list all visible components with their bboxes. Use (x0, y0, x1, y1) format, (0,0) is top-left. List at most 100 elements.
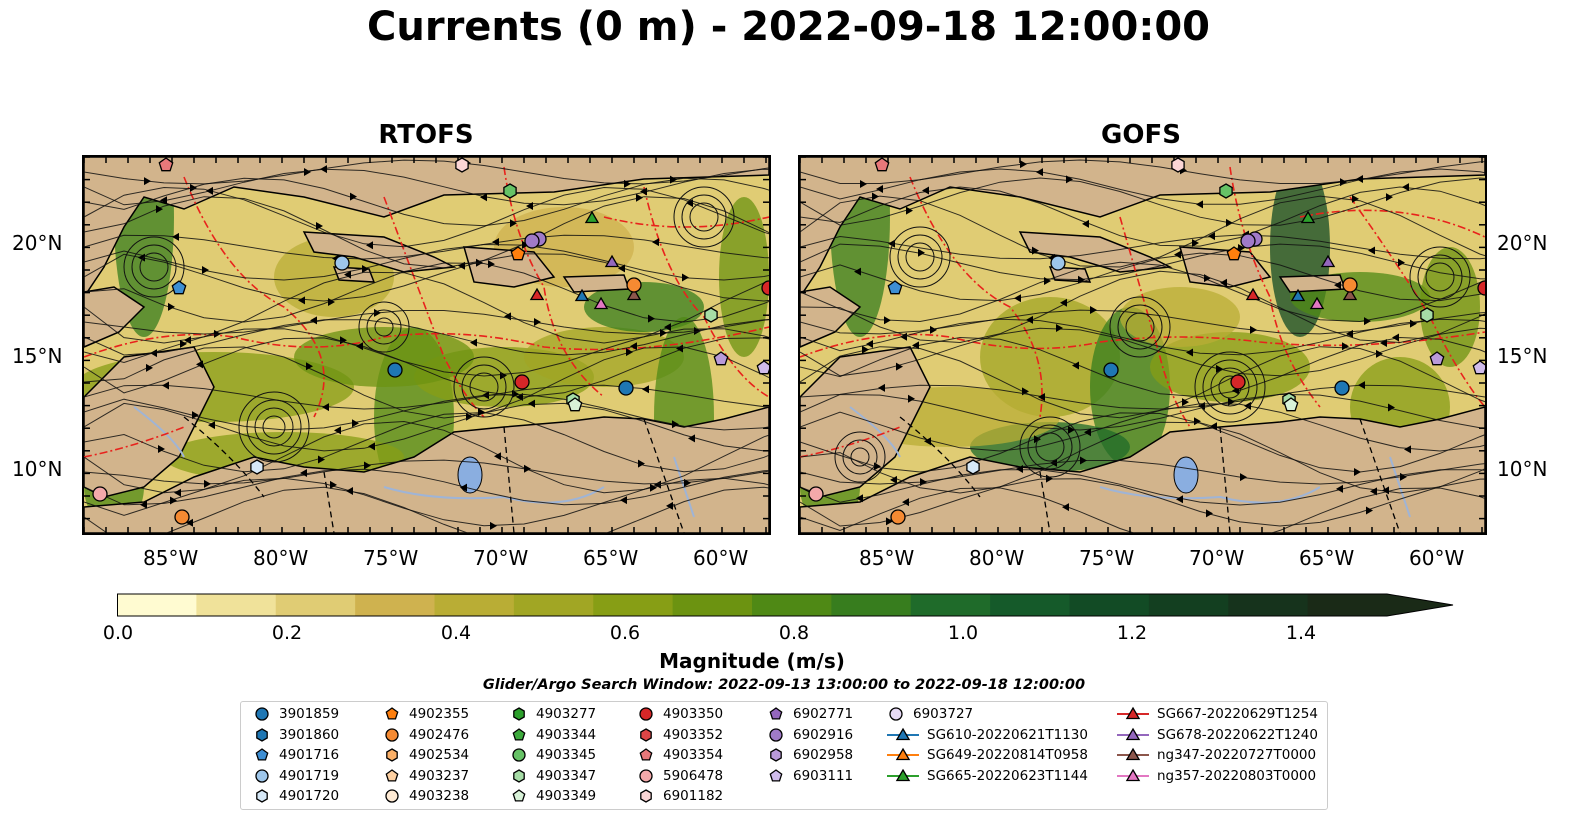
colorbar-tick-4: 0.8 (778, 622, 810, 644)
streamline (84, 346, 769, 419)
streamline-arrow (320, 165, 327, 174)
glider-marker-triangle (584, 210, 600, 224)
streamline-arrow (1072, 361, 1079, 370)
streamline-arrow (1240, 473, 1247, 482)
float-marker-pentagon (1472, 360, 1485, 375)
legend-label: SG667-20220629T1254 (1157, 706, 1318, 722)
streamline (800, 469, 1485, 506)
streamline-arrow (1216, 364, 1223, 373)
colorbar-tick-0: 0.0 (102, 622, 134, 644)
streamline-arrow (618, 264, 625, 273)
float-legend-symbol (386, 748, 398, 762)
eddy-streamline (673, 186, 735, 248)
streamline-arrow (1174, 250, 1181, 259)
streamline-arrow (630, 342, 637, 351)
streamline-arrow (636, 193, 643, 202)
figure-title: Currents (0 m) - 2022-09-18 12:00:00 (367, 4, 1210, 50)
eddy-streamline (889, 226, 951, 288)
legend-label: 4903349 (536, 788, 597, 804)
streamline-arrow (620, 496, 627, 505)
eddy-streamline (1202, 359, 1258, 415)
legend-label: 4903347 (536, 767, 597, 784)
colorbar-tick-5: 1.0 (947, 622, 979, 644)
streamline (84, 328, 769, 377)
streamline-arrow (516, 392, 523, 401)
float-marker-circle (1477, 280, 1485, 296)
streamline-arrow (1238, 244, 1245, 253)
lake (457, 456, 483, 494)
streamline-arrow (922, 186, 929, 195)
streamline-arrow (1062, 503, 1069, 512)
streamline (84, 486, 769, 533)
eddy-streamline (366, 309, 402, 345)
streamline-arrow (146, 363, 153, 372)
streamline (800, 318, 1485, 356)
float-marker-pentagon (769, 768, 783, 782)
float-marker-pentagon (510, 246, 526, 261)
streamline (84, 253, 769, 302)
float-marker-hexagon (513, 707, 525, 721)
eddy-streamline (461, 364, 507, 410)
glider-legend-symbol (1117, 727, 1149, 740)
land-mass (84, 406, 769, 533)
eddy-streamline (1125, 312, 1155, 342)
legend-item: 4903350 (637, 704, 723, 724)
legend-label: 4903350 (663, 706, 724, 722)
colorbar-tick-2: 0.4 (440, 622, 472, 644)
float-legend-symbol (640, 789, 652, 803)
streamline-arrow (860, 180, 867, 188)
streamline-arrow (1196, 200, 1203, 209)
float-legend-symbol (385, 707, 399, 720)
streamline-arrow (534, 318, 541, 327)
legend-label: 6902771 (793, 706, 854, 722)
streamline (800, 336, 1485, 398)
streamline-arrow (340, 336, 347, 345)
legend-label: 4903344 (536, 726, 597, 743)
legend-item: 4901719 (253, 766, 339, 786)
streamline-arrow (476, 258, 483, 267)
float-marker-circle (889, 707, 903, 721)
streamline-arrow (1336, 484, 1343, 493)
legend-item: 6901182 (637, 786, 723, 806)
streamline (800, 186, 1485, 247)
streamline (800, 421, 1485, 494)
eddy-streamline (374, 317, 394, 337)
glider-marker-triangle (1300, 210, 1316, 224)
country-border (503, 426, 515, 533)
float-legend-symbol (255, 748, 269, 761)
streamline (84, 468, 769, 506)
float-marker-hexagon (770, 748, 782, 762)
streamline-arrow (356, 342, 363, 351)
float-marker-circle (1050, 255, 1066, 271)
colorbar-tick-3: 0.6 (609, 622, 641, 644)
eddy-streamline (834, 431, 886, 483)
eddy-streamline (246, 399, 302, 455)
streamline-arrow (480, 193, 487, 202)
legend-item: 4902534 (383, 745, 469, 765)
float-marker-circle (808, 486, 824, 502)
float-marker-circle (385, 789, 399, 803)
float-legend-symbol (640, 727, 652, 742)
legend-item: SG610-20220621T1130 (887, 725, 1088, 745)
float-legend-symbol (255, 768, 269, 783)
float-marker-pentagon (769, 707, 783, 720)
float-marker-circle (334, 255, 350, 271)
glider-marker-triangle (895, 768, 911, 781)
streamline (800, 261, 1485, 323)
streamline-arrow (1078, 275, 1085, 284)
legend-label: 4901720 (279, 788, 340, 804)
legend-item: 4903354 (637, 745, 723, 765)
streamline (800, 270, 1485, 344)
float-marker-pentagon (874, 157, 890, 172)
streamline-arrow (924, 437, 931, 446)
eddy-streamline (453, 356, 515, 418)
streamline-arrow (884, 316, 891, 325)
streamline (84, 262, 769, 323)
streamline-arrow (160, 196, 167, 205)
streamline (800, 195, 1485, 268)
float-marker-pentagon (1226, 246, 1242, 261)
colorbar-segment (831, 594, 912, 616)
float-marker-circle (387, 362, 403, 378)
eddy-streamline (254, 407, 294, 447)
glider-legend-symbol (887, 727, 919, 740)
